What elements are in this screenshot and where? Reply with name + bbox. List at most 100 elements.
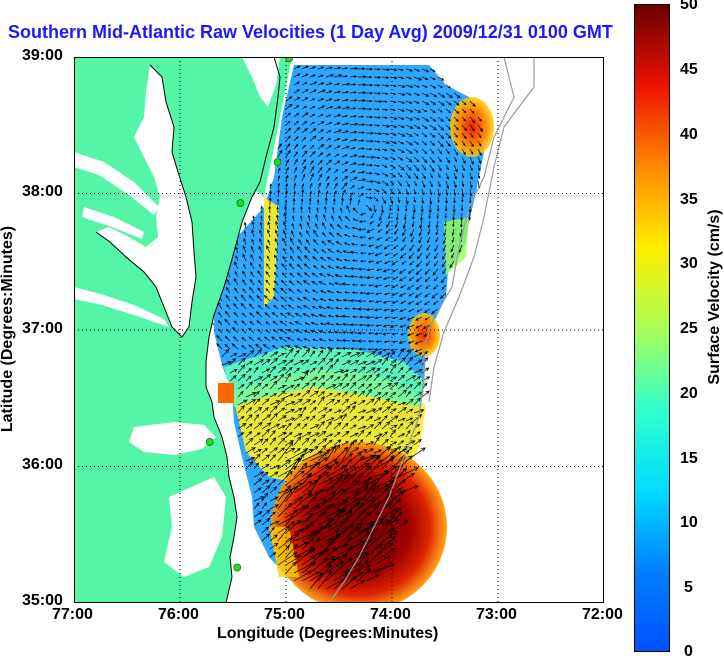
velocity-arrow	[308, 206, 311, 214]
velocity-arrow	[309, 150, 316, 158]
velocity-arrow	[277, 390, 286, 398]
velocity-arrow	[319, 322, 327, 326]
velocity-arrow	[397, 417, 406, 422]
velocity-arrow	[402, 236, 407, 243]
chesapeake-bay	[96, 65, 196, 337]
velocity-arrow	[293, 112, 300, 118]
velocity-arrow	[293, 120, 299, 126]
velocity-arrow	[374, 252, 383, 257]
velocity-arrow	[445, 116, 451, 122]
velocity-arrow	[434, 244, 439, 252]
velocity-arrow	[359, 291, 367, 295]
velocity-arrow	[325, 520, 345, 534]
velocity-arrow	[269, 496, 279, 502]
velocity-arrow	[351, 291, 359, 295]
velocity-arrow	[333, 468, 349, 478]
velocity-arrow	[460, 204, 464, 212]
velocity-arrow	[317, 530, 340, 542]
velocity-arrow	[277, 466, 298, 478]
velocity-arrow	[333, 122, 341, 126]
velocity-arrow	[365, 431, 372, 438]
velocity-arrow	[294, 312, 303, 318]
velocity-arrow	[333, 66, 342, 70]
velocity-arrow	[301, 431, 312, 438]
velocity-arrow	[373, 67, 381, 71]
velocity-arrow	[253, 510, 263, 518]
velocity-arrow	[301, 423, 308, 430]
velocity-arrow	[341, 552, 364, 566]
velocity-arrow	[300, 197, 304, 206]
velocity-arrow	[418, 236, 423, 244]
velocity-arrow	[444, 220, 447, 227]
velocity-arrow	[277, 143, 282, 150]
velocity-arrow	[357, 383, 365, 390]
velocity-arrow	[381, 92, 389, 95]
velocity-arrow	[394, 228, 399, 235]
velocity-arrow	[302, 345, 311, 350]
river-james	[74, 287, 169, 327]
velocity-arrow	[389, 429, 396, 438]
velocity-arrow	[325, 121, 333, 126]
velocity-arrow	[437, 100, 445, 106]
velocity-arrow	[382, 300, 391, 304]
velocity-arrow	[253, 376, 264, 382]
velocity-arrow	[285, 120, 291, 126]
colorbar-tick-label: 10	[680, 514, 698, 531]
velocity-arrow	[309, 499, 328, 510]
velocity-arrow	[341, 502, 360, 518]
velocity-arrow	[398, 340, 407, 344]
velocity-arrow	[431, 308, 439, 314]
velocity-arrow	[251, 229, 255, 238]
velocity-arrow	[300, 205, 304, 214]
velocity-arrow	[309, 465, 330, 478]
velocity-arrow	[399, 308, 407, 312]
velocity-arrow	[436, 212, 439, 220]
velocity-cell-west	[218, 383, 234, 403]
velocity-arrow	[317, 570, 332, 590]
velocity-arrow	[445, 164, 449, 171]
velocity-arrow	[400, 332, 407, 336]
velocity-arrow	[285, 372, 291, 382]
velocity-arrow	[468, 212, 472, 221]
velocity-arrow	[333, 392, 342, 398]
velocity-arrow	[341, 491, 360, 502]
velocity-arrow	[333, 489, 348, 502]
colorbar-tick-label: 5	[684, 579, 693, 596]
velocity-arrow	[318, 281, 327, 286]
velocity-arrow	[341, 82, 351, 86]
velocity-arrow	[357, 178, 367, 182]
velocity-arrow	[384, 260, 391, 264]
velocity-arrow	[335, 306, 343, 310]
velocity-arrow	[253, 398, 261, 406]
velocity-arrow	[341, 282, 351, 286]
velocity-arrow	[381, 518, 401, 526]
velocity-arrow	[294, 329, 303, 334]
velocity-arrow	[442, 244, 447, 252]
velocity-arrow	[327, 265, 335, 270]
y-tick-label: 35:00	[22, 592, 63, 609]
velocity-arrow	[452, 212, 456, 222]
velocity-arrow	[341, 352, 352, 358]
velocity-arrow	[365, 307, 375, 312]
velocity-arrow	[226, 304, 231, 310]
velocity-arrow	[317, 477, 334, 486]
velocity-arrow	[285, 519, 302, 534]
velocity-arrow	[243, 230, 247, 238]
velocity-arrow	[429, 196, 433, 205]
velocity-arrow	[285, 440, 294, 446]
velocity-arrow	[413, 381, 422, 390]
velocity-arrow	[309, 525, 324, 542]
velocity-arrow	[349, 192, 354, 198]
velocity-arrow	[373, 382, 382, 390]
x-tick-label: 74:00	[370, 606, 411, 623]
velocity-arrow	[373, 148, 381, 152]
velocity-arrow	[367, 340, 375, 343]
velocity-arrow	[299, 223, 303, 230]
velocity-arrow	[289, 272, 295, 278]
velocity-arrow	[289, 255, 295, 262]
velocity-arrow	[339, 207, 343, 214]
velocity-arrow	[311, 305, 319, 310]
velocity-arrow	[391, 292, 399, 296]
velocity-arrow	[245, 360, 254, 366]
velocity-arrow	[358, 347, 367, 351]
